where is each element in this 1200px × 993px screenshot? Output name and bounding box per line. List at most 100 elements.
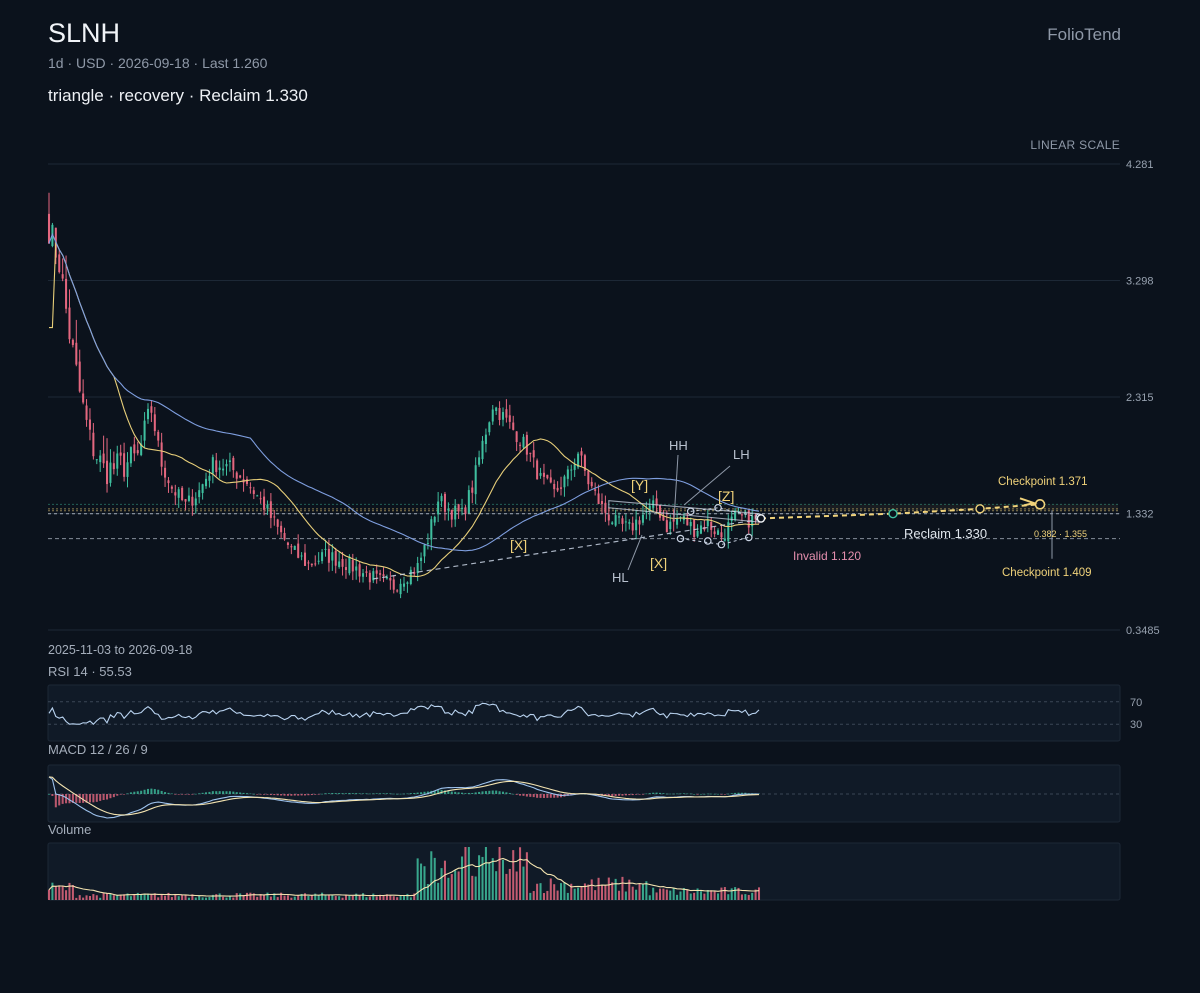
volume-bar: [703, 893, 706, 900]
macd-hist-bar: [443, 790, 446, 794]
macd-hist-bar: [150, 788, 153, 794]
candle-body: [232, 457, 235, 471]
macd-hist-bar: [119, 794, 122, 795]
macd-hist-bar: [259, 794, 262, 795]
macd-hist-bar: [269, 794, 272, 796]
candle-body: [303, 552, 307, 566]
macd-hist-bar: [457, 792, 460, 794]
volume-bar: [184, 895, 187, 900]
candle-body: [676, 518, 679, 525]
macd-hist-bar: [297, 794, 300, 796]
macd-hist-bar: [607, 794, 610, 797]
volume-bar: [590, 879, 593, 900]
macd-hist-bar: [450, 791, 453, 794]
macd-hist-bar: [635, 794, 638, 795]
volume-bar: [170, 897, 173, 900]
macd-hist-bar: [416, 792, 419, 794]
macd-hist-bar: [170, 793, 173, 795]
label-x-1: [X]: [510, 537, 527, 553]
candle-body: [635, 519, 638, 531]
candle-body: [638, 520, 641, 525]
volume-bar: [92, 894, 95, 900]
macd-hist-bar: [737, 792, 740, 794]
reclaim-marker: [888, 508, 898, 519]
macd-hist-bar: [553, 794, 556, 798]
annotations: HH LH HL [Y] [Z] [X] [X] Reclaim 1.330 Invalid 1…: [510, 438, 1092, 585]
volume-bar: [112, 895, 115, 900]
volume-bar: [594, 890, 597, 900]
macd-hist-bar: [157, 789, 160, 794]
volume-bar: [600, 885, 603, 900]
macd-hist-bar: [392, 793, 395, 795]
volume-bar: [68, 882, 71, 900]
volume-bar: [464, 847, 467, 900]
volume-bar: [737, 887, 740, 900]
macd-hist-bar: [396, 793, 399, 795]
macd-hist-bar: [310, 794, 313, 796]
candle-body: [157, 431, 160, 441]
candle-body: [655, 498, 658, 506]
macd-hist-bar: [276, 794, 279, 796]
candle-body: [614, 515, 617, 526]
macd-hist-bar: [385, 793, 388, 794]
candle-body: [474, 465, 477, 495]
macd-hist-bar: [256, 794, 259, 795]
candle-body: [430, 519, 433, 540]
macd-hist-bar: [481, 791, 484, 794]
macd-hist-bar: [266, 794, 269, 795]
macd-hist-bar: [604, 794, 607, 796]
candle-body: [686, 517, 689, 526]
volume-bar: [717, 893, 720, 900]
candle-body: [624, 521, 627, 523]
candle-body: [437, 501, 440, 515]
volume-bar: [409, 897, 412, 900]
macd-hist-bar: [406, 793, 409, 795]
candle-body: [167, 480, 170, 484]
volume-bar: [607, 877, 610, 900]
candle-body: [389, 578, 392, 581]
moving-averages: [48, 232, 760, 578]
candle-body: [693, 519, 696, 537]
rsi-level-label: 70: [1130, 697, 1142, 709]
candle-body: [580, 451, 583, 456]
volume-bar: [297, 895, 300, 900]
volume-bar: [706, 889, 709, 900]
label-hh: HH: [669, 438, 688, 453]
candle-body: [560, 487, 563, 489]
volume-bar: [757, 887, 761, 900]
candle-body: [426, 542, 429, 544]
candle-body: [587, 470, 590, 485]
volume-bar: [208, 896, 211, 900]
macd-hist-bar: [536, 794, 539, 798]
candle-body: [590, 481, 593, 487]
volume-bar: [508, 868, 511, 900]
volume-bar: [420, 863, 423, 900]
volume-bar: [276, 897, 279, 900]
candle-body: [699, 525, 702, 534]
volume-bar: [529, 892, 532, 900]
macd-hist-bar: [321, 793, 324, 795]
candle-body: [618, 516, 621, 518]
macd-hist-bar: [679, 793, 682, 795]
candle-body: [269, 501, 272, 518]
candle-body: [396, 590, 399, 592]
macd-hist-bar: [307, 794, 310, 796]
candle-body: [338, 561, 341, 567]
volume-bar: [519, 847, 522, 900]
volume-bar: [696, 888, 699, 900]
candle-body: [293, 545, 296, 550]
invalid-label: Invalid 1.120: [793, 549, 861, 563]
lh-leader: [683, 465, 731, 506]
macd-hist-bar: [184, 794, 187, 795]
candle-body: [215, 460, 218, 473]
volume-bar: [505, 873, 508, 900]
macd-hist-bar: [372, 793, 375, 795]
y-axis-ticks: 4.281 3.298 2.315 1.332 0.3485: [1126, 159, 1160, 637]
candle-body: [160, 442, 163, 467]
candle-body: [126, 462, 129, 477]
scale-toggle[interactable]: LINEAR SCALE: [1030, 138, 1120, 152]
volume-bar: [614, 878, 617, 900]
label-x-2: [X]: [650, 555, 667, 571]
volume-bar: [546, 890, 549, 900]
